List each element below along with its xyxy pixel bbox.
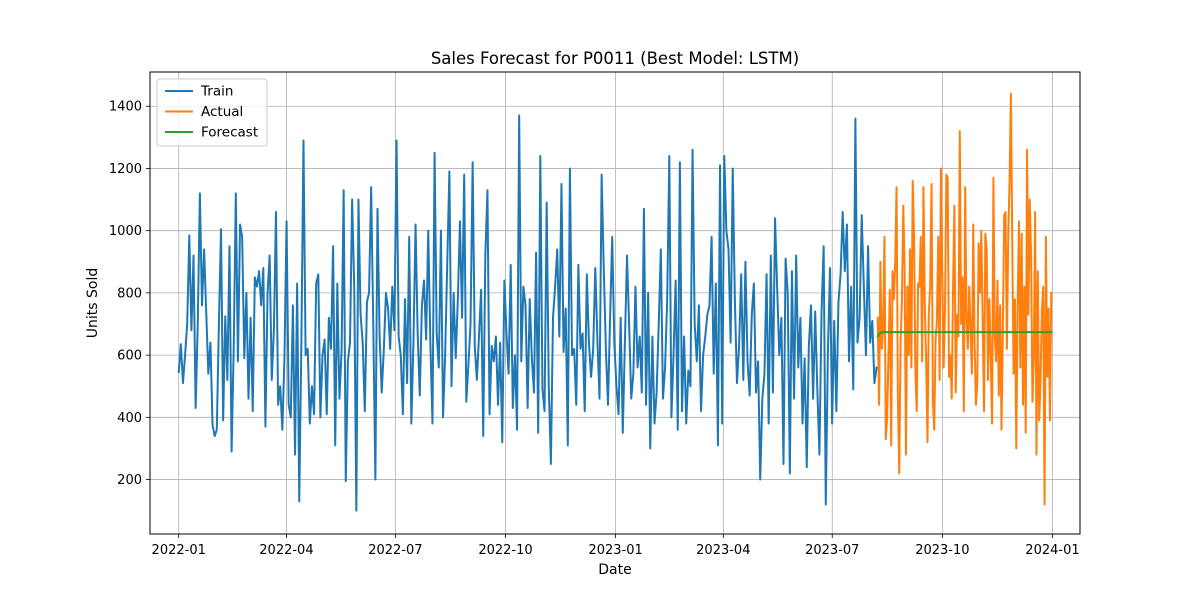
x-tick-label: 2023-04 (696, 543, 750, 558)
grid-lines (150, 72, 1080, 534)
series-line-forecast (876, 331, 1053, 338)
y-tick-label: 600 (117, 349, 142, 364)
x-tick-label: 2023-07 (805, 543, 859, 558)
y-tick-label: 1000 (109, 224, 142, 239)
x-tick-label: 2023-10 (915, 543, 969, 558)
legend-label-actual: Actual (201, 104, 243, 120)
legend-box (156, 78, 268, 147)
y-tick-label: 400 (117, 411, 142, 426)
series-line-train (177, 114, 878, 512)
x-tick-label: 2022-01 (152, 543, 206, 558)
legend: Train Actual Forecast (156, 78, 268, 147)
x-tick-label: 2022-07 (368, 543, 422, 558)
x-tick-label: 2022-04 (259, 543, 313, 558)
x-tick-label: 2023-01 (588, 543, 642, 558)
y-tick-label: 200 (117, 473, 142, 488)
legend-label-train: Train (200, 84, 233, 100)
axis-ticks: 2022-01 2022-04 2022-07 2022-10 2023-01 2023-… (109, 100, 1080, 558)
y-tick-label: 1400 (109, 100, 142, 115)
y-tick-label: 1200 (109, 162, 142, 177)
series-lines (177, 92, 1053, 512)
y-tick-label: 800 (117, 286, 142, 301)
x-tick-label: 2024-01 (1025, 543, 1079, 558)
x-axis-label: Date (598, 562, 631, 578)
chart-title: Sales Forecast for P0011 (Best Model: LS… (431, 49, 799, 68)
series-line-actual (876, 92, 1053, 506)
x-tick-label: 2022-10 (478, 543, 532, 558)
plot-frame (149, 71, 1081, 535)
y-axis-label: Units Sold (85, 268, 101, 338)
legend-label-forecast: Forecast (201, 125, 258, 141)
